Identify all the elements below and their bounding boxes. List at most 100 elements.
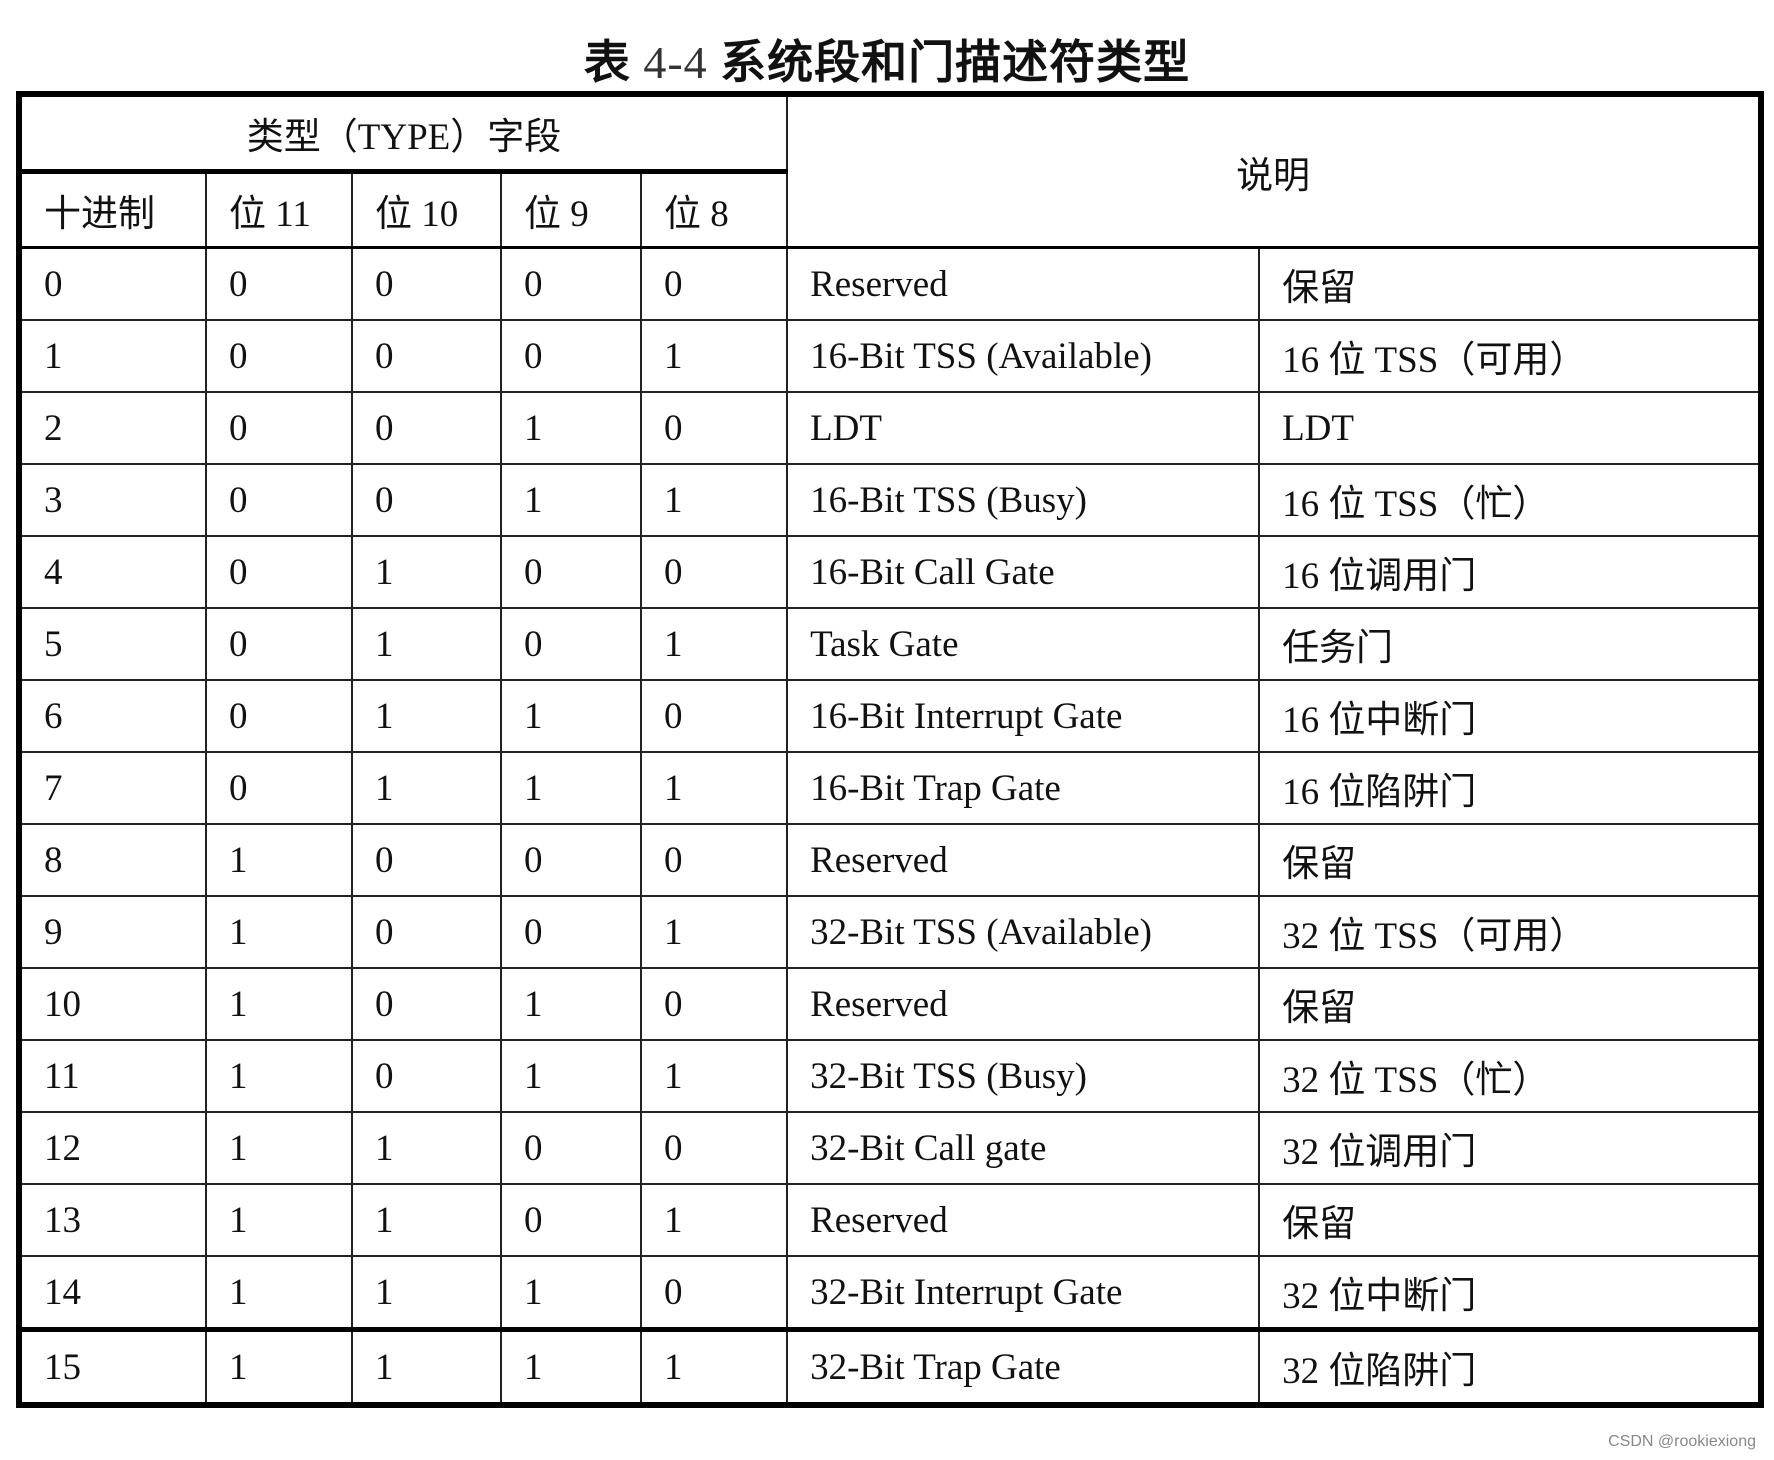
cell-bit8: 1 — [639, 751, 789, 825]
cell-bit9: 1 — [500, 1255, 642, 1331]
col-header-bit10: 位 10 — [351, 169, 502, 249]
cell-bit9: 1 — [500, 967, 642, 1041]
cell-bit11: 1 — [205, 1183, 353, 1257]
cell-description-zh: 保留 — [1258, 246, 1763, 321]
cell-bit9: 0 — [500, 319, 642, 393]
cell-bit9: 0 — [500, 246, 642, 321]
cell-description-zh: 32 位 TSS（可用） — [1258, 895, 1763, 969]
header-row-2: 十进制 位 11 位 10 位 9 位 8 — [18, 169, 1761, 249]
cell-bit11: 1 — [205, 823, 353, 897]
cell-bit10: 1 — [351, 1327, 502, 1406]
cell-decimal: 1 — [18, 319, 207, 393]
table-caption: 表 4-4 系统段和门描述符类型 — [0, 26, 1774, 92]
table-row: 4 0 1 0 0 16-Bit Call Gate 16 位调用门 — [18, 535, 1763, 609]
col-header-decimal: 十进制 — [18, 169, 207, 249]
cell-decimal: 8 — [18, 823, 207, 897]
cell-bit9: 1 — [500, 1327, 642, 1406]
cell-decimal: 6 — [18, 679, 207, 753]
cell-bit9: 1 — [500, 751, 642, 825]
cell-bit8: 0 — [639, 679, 789, 753]
cell-bit11: 1 — [205, 1039, 353, 1113]
cell-bit11: 0 — [205, 679, 353, 753]
cell-bit9: 0 — [500, 607, 642, 681]
cell-bit8: 0 — [639, 823, 789, 897]
cell-description-zh: 保留 — [1258, 967, 1763, 1041]
cell-bit9: 0 — [500, 895, 642, 969]
cell-bit9: 1 — [500, 391, 642, 465]
cell-description-zh: 16 位中断门 — [1258, 679, 1763, 753]
cell-bit8: 1 — [639, 1183, 789, 1257]
cell-decimal: 11 — [18, 1039, 207, 1113]
cell-bit10: 1 — [351, 751, 502, 825]
cell-bit8: 1 — [639, 607, 789, 681]
cell-bit11: 1 — [205, 895, 353, 969]
cell-description-en: 32-Bit Interrupt Gate — [786, 1255, 1261, 1331]
cell-description-en: Reserved — [786, 823, 1261, 897]
cell-description-zh: 32 位中断门 — [1258, 1255, 1763, 1331]
cell-bit8: 0 — [639, 967, 789, 1041]
cell-decimal: 9 — [18, 895, 207, 969]
cell-bit11: 0 — [205, 391, 353, 465]
cell-decimal: 14 — [18, 1255, 207, 1331]
col-header-bit8: 位 8 — [639, 169, 789, 249]
cell-description-en: Reserved — [786, 967, 1261, 1041]
table-row: 1 0 0 0 1 16-Bit TSS (Available) 16 位 TSS（可用） — [18, 319, 1763, 393]
cell-bit11: 0 — [205, 535, 353, 609]
cell-bit10: 0 — [351, 246, 502, 321]
cell-bit10: 0 — [351, 319, 502, 393]
cell-description-en: 16-Bit Call Gate — [786, 535, 1261, 609]
cell-description-zh: 任务门 — [1258, 607, 1763, 681]
cell-bit10: 1 — [351, 679, 502, 753]
cell-bit9: 1 — [500, 463, 642, 537]
cell-description-zh: 保留 — [1258, 823, 1763, 897]
cell-bit8: 1 — [639, 1327, 789, 1406]
cell-bit10: 0 — [351, 895, 502, 969]
table-row: 15 1 1 1 1 32-Bit Trap Gate 32 位陷阱门 — [18, 1327, 1763, 1406]
cell-description-en: Reserved — [786, 1183, 1261, 1257]
watermark: CSDN @rookiexiong — [1608, 1433, 1756, 1450]
cell-description-zh: 16 位调用门 — [1258, 535, 1763, 609]
cell-bit10: 0 — [351, 391, 502, 465]
cell-description-zh: 16 位 TSS（可用） — [1258, 319, 1763, 393]
cell-bit9: 1 — [500, 679, 642, 753]
cell-decimal: 4 — [18, 535, 207, 609]
cell-bit11: 0 — [205, 246, 353, 321]
cell-bit8: 0 — [639, 1255, 789, 1331]
table-row: 10 1 0 1 0 Reserved 保留 — [18, 967, 1763, 1041]
cell-bit11: 1 — [205, 1111, 353, 1185]
cell-bit10: 0 — [351, 463, 502, 537]
type-field-header: 类型（TYPE）字段 — [17, 93, 789, 173]
cell-description-en: LDT — [786, 391, 1261, 465]
cell-bit11: 1 — [205, 1327, 353, 1406]
table-row: 2 0 0 1 0 LDT LDT — [18, 391, 1763, 465]
table-row: 3 0 0 1 1 16-Bit TSS (Busy) 16 位 TSS（忙） — [18, 463, 1763, 537]
table-row: 13 1 1 0 1 Reserved 保留 — [18, 1183, 1763, 1257]
table-row: 9 1 0 0 1 32-Bit TSS (Available) 32 位 TSS（可用） — [18, 895, 1763, 969]
cell-decimal: 10 — [18, 967, 207, 1041]
cell-bit10: 1 — [351, 607, 502, 681]
table-row: 12 1 1 0 0 32-Bit Call gate 32 位调用门 — [18, 1111, 1763, 1185]
header-row-1: 类型（TYPE）字段 说明 — [17, 93, 1763, 249]
cell-bit9: 0 — [500, 823, 642, 897]
cell-bit8: 0 — [639, 535, 789, 609]
col-header-bit9: 位 9 — [500, 169, 642, 249]
cell-bit9: 0 — [500, 535, 642, 609]
cell-description-en: 32-Bit Call gate — [786, 1111, 1261, 1185]
cell-description-zh: 16 位 TSS（忙） — [1258, 463, 1763, 537]
cell-bit10: 0 — [351, 1039, 502, 1113]
cell-bit10: 1 — [351, 535, 502, 609]
cell-bit9: 1 — [500, 1039, 642, 1113]
cell-bit11: 0 — [205, 607, 353, 681]
cell-bit10: 0 — [351, 823, 502, 897]
cell-description-en: Reserved — [786, 246, 1261, 321]
cell-bit8: 0 — [639, 246, 789, 321]
cell-description-zh: 32 位 TSS（忙） — [1258, 1039, 1763, 1113]
cell-decimal: 15 — [18, 1327, 207, 1406]
cell-bit11: 0 — [205, 751, 353, 825]
cell-description-en: 32-Bit TSS (Busy) — [786, 1039, 1261, 1113]
cell-bit10: 1 — [351, 1183, 502, 1257]
cell-bit10: 0 — [351, 967, 502, 1041]
table-row: 5 0 1 0 1 Task Gate 任务门 — [18, 607, 1763, 681]
table-row: 14 1 1 1 0 32-Bit Interrupt Gate 32 位中断门 — [18, 1255, 1763, 1331]
table-row: 7 0 1 1 1 16-Bit Trap Gate 16 位陷阱门 — [18, 751, 1763, 825]
